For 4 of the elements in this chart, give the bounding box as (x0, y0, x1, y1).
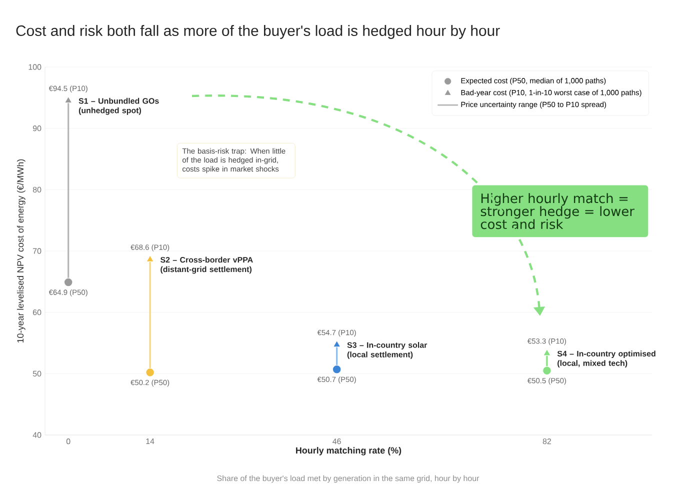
annotation: Higher hourly match = stronger hedge = lower cost and risk (480, 193, 634, 230)
chart-title: Cost and risk both fall as more of the buyer's load is hedged hour by hour (16, 25, 500, 39)
y-axis-title: 10-year levelised NPV cost of energy (€/MWh) (16, 159, 26, 342)
x-axis-title: Hourly matching rate (%) (296, 447, 402, 456)
